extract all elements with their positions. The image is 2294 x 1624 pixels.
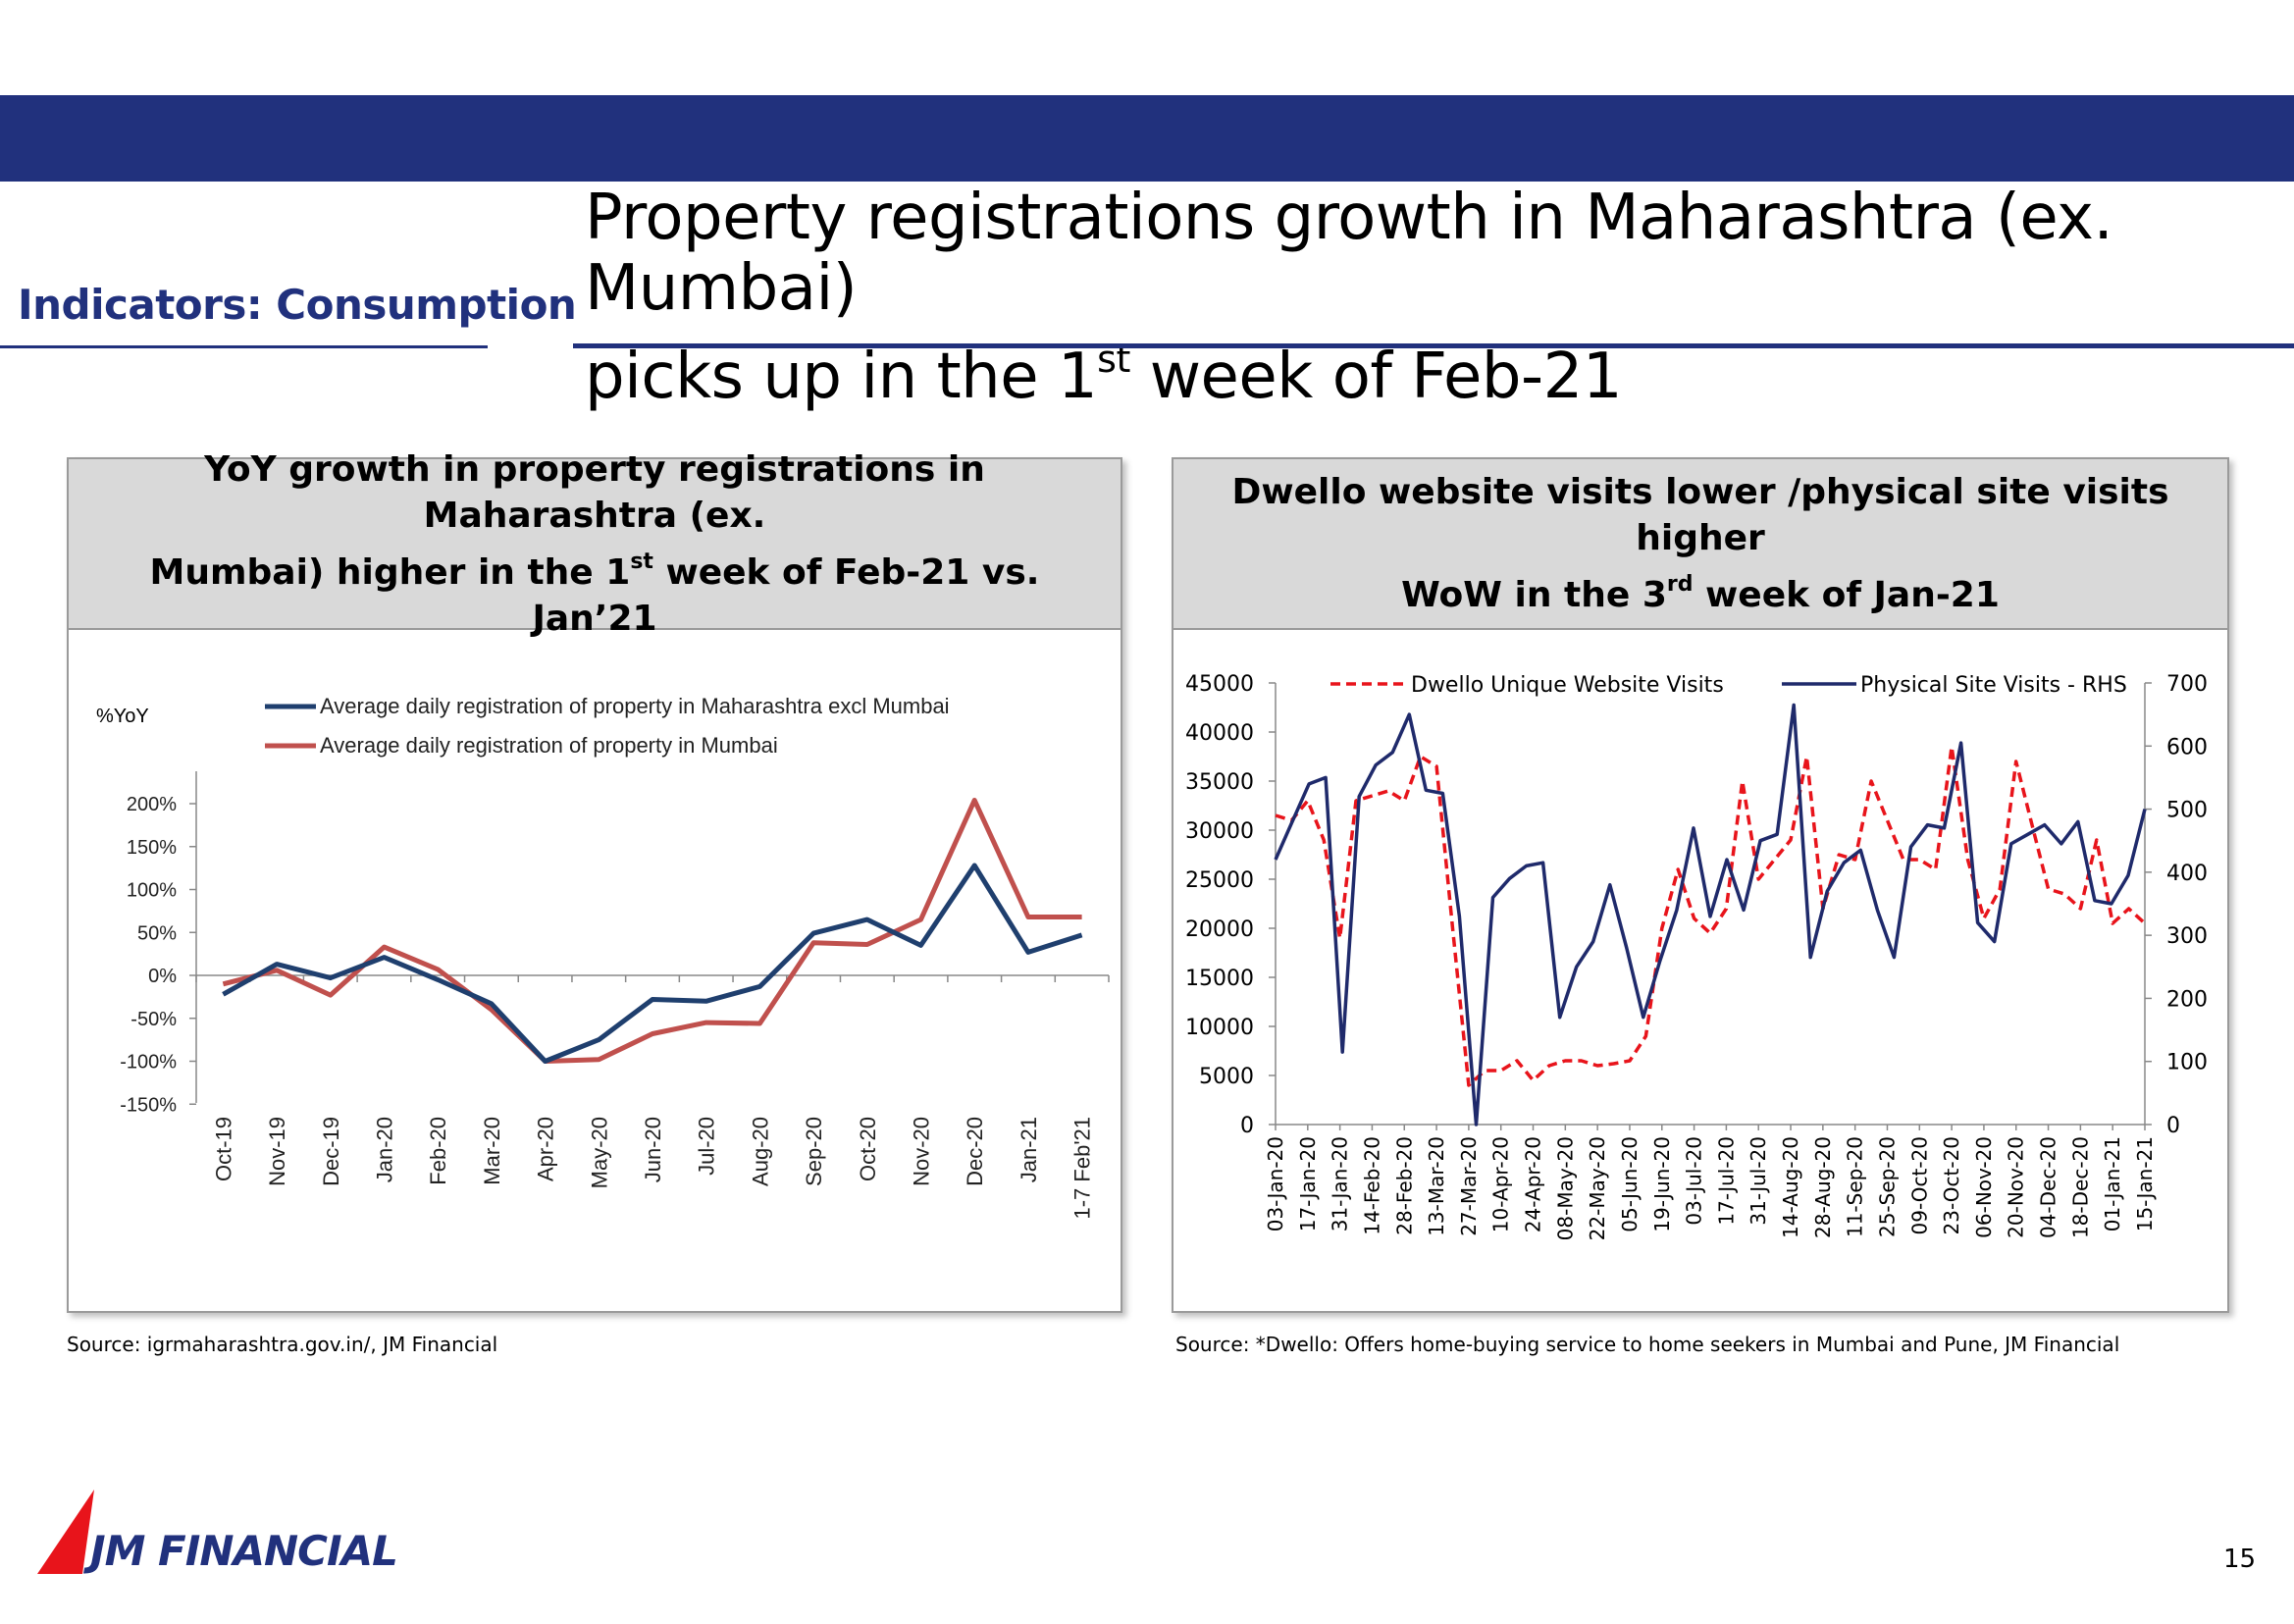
x-tick-label: 03-Jan-20	[1264, 1136, 1287, 1231]
headline-line-1: Property registrations growth in Maharas…	[585, 182, 2113, 325]
x-tick-label: 10-Apr-20	[1489, 1136, 1513, 1232]
x-tick-label: 09-Oct-20	[1907, 1136, 1931, 1234]
page-headline: Property registrations growth in Maharas…	[585, 183, 2292, 412]
x-tick-label: 14-Feb-20	[1360, 1136, 1383, 1235]
x-tick-label: 06-Nov-20	[1972, 1136, 1996, 1238]
x-tick-label: Sep-20	[802, 1117, 826, 1186]
x-tick-label: 1-7 Feb'21	[1070, 1117, 1095, 1220]
x-tick-label: 20-Nov-20	[2005, 1136, 2028, 1238]
x-tick-label: 22-May-20	[1586, 1136, 1609, 1240]
x-tick-label: 11-Sep-20	[1844, 1136, 1867, 1237]
x-tick-label: 27-Mar-20	[1457, 1136, 1481, 1236]
right-y-tick-label: 600	[2166, 735, 2208, 760]
x-tick-label: 28-Feb-20	[1392, 1136, 1416, 1235]
y-axis-label: %YoY	[96, 706, 149, 727]
right-y-tick-label: 100	[2166, 1051, 2208, 1075]
left-chart-title: YoY growth in property registrations in …	[69, 449, 1121, 639]
x-tick-label: 19-Jun-20	[1650, 1136, 1674, 1232]
page-number: 15	[2223, 1545, 2257, 1574]
x-tick-label: 14-Aug-20	[1779, 1136, 1802, 1238]
x-tick-label: Nov-20	[910, 1117, 934, 1186]
section-title: Indicators: Consumption	[18, 281, 577, 329]
right-y-tick-label: 400	[2166, 862, 2208, 886]
right-y-tick-label: 700	[2166, 672, 2208, 697]
x-tick-label: 31-Jan-20	[1329, 1136, 1352, 1231]
series-line-1	[1275, 745, 2147, 1087]
x-tick-label: Feb-20	[426, 1117, 450, 1185]
legend-label-2: Physical Site Visits - RHS	[1860, 673, 2127, 698]
series-line-2	[222, 798, 1082, 1064]
right-source-note: Source: *Dwello: Offers home-buying serv…	[1175, 1333, 2120, 1356]
x-tick-label: Jun-20	[641, 1117, 665, 1182]
x-tick-label: 13-Mar-20	[1425, 1136, 1448, 1236]
legend-label-2: Average daily registration of property i…	[320, 733, 778, 758]
x-tick-label: Nov-19	[265, 1117, 289, 1186]
section-underline	[0, 345, 488, 348]
y-tick-label: -150%	[120, 1094, 177, 1116]
right-chart-title: Dwello website visits lower /physical si…	[1173, 459, 2227, 630]
legend-label-1: Dwello Unique Website Visits	[1411, 673, 1724, 698]
x-tick-label: 03-Jul-20	[1683, 1136, 1706, 1226]
x-tick-label: 15-Jan-21	[2133, 1136, 2157, 1231]
left-source-note: Source: igrmaharashtra.gov.in/, JM Finan…	[67, 1333, 498, 1356]
x-tick-label: Dec-20	[963, 1117, 987, 1186]
left-y-tick-label: 45000	[1185, 672, 1254, 697]
left-y-tick-label: 35000	[1185, 770, 1254, 795]
left-line-chart: %YoY Average daily registration of proper…	[96, 694, 1110, 1220]
y-tick-label: 150%	[127, 837, 177, 859]
y-tick-label: -100%	[120, 1052, 177, 1074]
x-tick-label: 05-Jun-20	[1618, 1136, 1642, 1232]
x-tick-label: Dec-19	[319, 1117, 343, 1186]
y-tick-label: 200%	[127, 794, 177, 815]
right-y-tick-label: 200	[2166, 987, 2208, 1012]
left-y-tick-label: 30000	[1185, 819, 1254, 844]
x-tick-label: Jan-20	[372, 1117, 396, 1182]
series-line-1	[222, 863, 1083, 1064]
x-tick-label: 31-Jul-20	[1747, 1136, 1770, 1226]
y-tick-label: -50%	[130, 1009, 177, 1030]
right-dual-axis-chart: 4500040000350003000025000200001500010000…	[1185, 672, 2208, 1240]
x-tick-label: 04-Dec-20	[2037, 1136, 2060, 1238]
y-tick-label: 100%	[127, 880, 177, 902]
left-y-tick-label: 10000	[1185, 1016, 1254, 1040]
x-tick-label: Mar-20	[480, 1117, 504, 1185]
x-tick-label: Oct-19	[211, 1117, 235, 1181]
left-y-tick-label: 20000	[1185, 917, 1254, 942]
x-tick-label: Jul-20	[695, 1117, 719, 1176]
left-y-tick-label: 0	[1240, 1114, 1254, 1138]
right-y-tick-label: 0	[2166, 1114, 2180, 1138]
x-tick-label: Aug-20	[748, 1117, 772, 1186]
top-banner	[0, 95, 2294, 182]
x-tick-label: Apr-20	[534, 1117, 558, 1181]
x-tick-label: 23-Oct-20	[1940, 1136, 1963, 1234]
x-tick-label: 24-Apr-20	[1522, 1136, 1545, 1232]
headline-underline	[573, 343, 2294, 348]
x-tick-label: Jan-21	[1017, 1117, 1041, 1182]
x-tick-label: 28-Aug-20	[1811, 1136, 1835, 1238]
right-y-tick-label: 300	[2166, 924, 2208, 949]
jm-financial-logo	[37, 1490, 94, 1574]
x-tick-label: 17-Jan-20	[1296, 1136, 1320, 1231]
x-tick-label: May-20	[587, 1117, 611, 1188]
left-y-tick-label: 15000	[1185, 967, 1254, 991]
left-y-tick-label: 40000	[1185, 721, 1254, 746]
logo-text: JM FINANCIAL	[90, 1527, 398, 1575]
x-tick-label: 18-Dec-20	[2068, 1136, 2092, 1238]
left-y-tick-label: 5000	[1199, 1065, 1254, 1089]
x-tick-label: Oct-20	[856, 1117, 880, 1181]
y-tick-label: 0%	[148, 966, 177, 987]
left-y-tick-label: 25000	[1185, 868, 1254, 893]
left-chart-panel: YoY growth in property registrations in …	[67, 449, 1122, 1313]
y-tick-label: 50%	[137, 922, 177, 944]
x-tick-label: 01-Jan-21	[2101, 1136, 2124, 1231]
x-tick-label: 17-Jul-20	[1714, 1136, 1738, 1226]
right-chart-panel: Dwello website visits lower /physical si…	[1172, 457, 2229, 1313]
x-tick-label: 08-May-20	[1553, 1136, 1577, 1240]
series-line-2	[1274, 703, 2147, 1126]
right-y-tick-label: 500	[2166, 799, 2208, 823]
headline-line-2: picks up in the 1st week of Feb-21	[585, 338, 1623, 413]
legend-label-1: Average daily registration of property i…	[320, 694, 950, 718]
x-tick-label: 25-Sep-20	[1875, 1136, 1899, 1237]
